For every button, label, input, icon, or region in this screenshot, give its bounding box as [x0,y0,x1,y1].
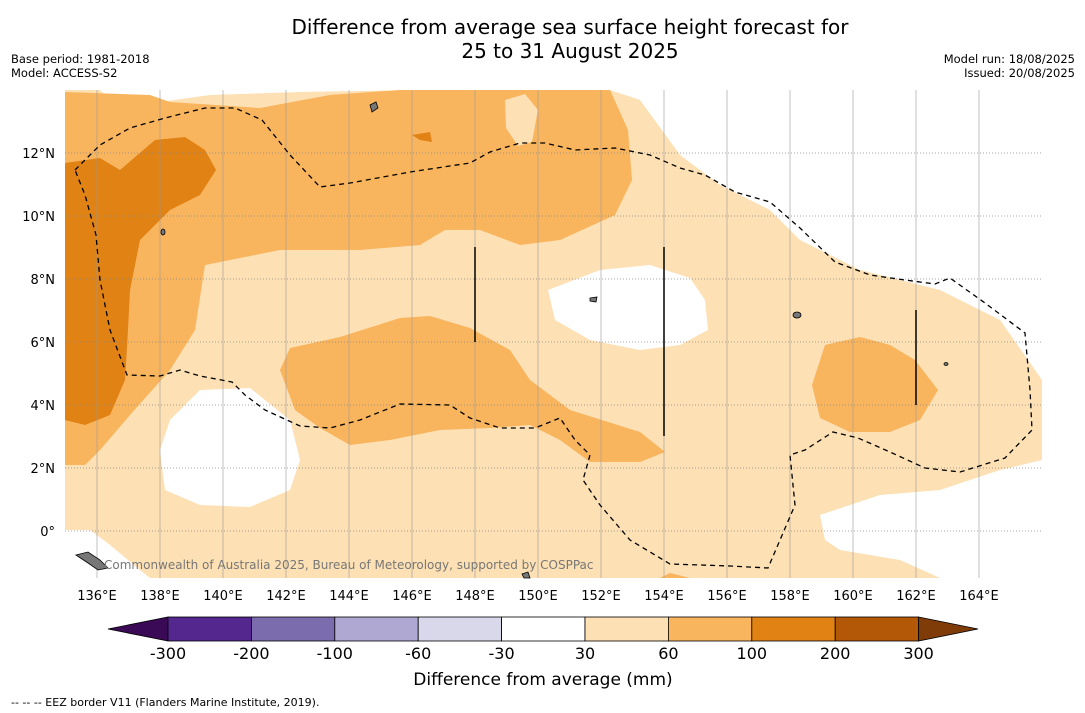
issued-label: Issued: 20/08/2025 [964,66,1075,80]
lon-label-152e: 152°E [581,589,621,604]
model-run-label: Model run: 18/08/2025 [943,52,1075,66]
colorbar-segment [167,616,252,642]
colorbar-label: 60 [658,644,678,663]
colorbar-label: -60 [405,644,431,663]
colorbar: -300 -200 -100 -60 -30 30 60 100 200 300… [107,616,979,690]
colorbar-label: 200 [820,644,851,663]
map-title-line2: 25 to 31 August 2025 [461,39,679,63]
base-period-label: Base period: 1981-2018 [11,52,150,66]
lon-label-142e: 142°E [266,589,306,604]
fill-white-northeast [610,90,1042,380]
colorbar-segment [751,616,836,642]
fill-60-100-south [660,573,690,578]
lon-label-162e: 162°E [896,589,936,604]
lon-label-146e: 146°E [392,589,432,604]
colorbar-label: 30 [575,644,595,663]
lat-label-10n: 10°N [22,210,55,225]
fill-30-60-pocket [505,94,538,146]
lon-label-140e: 140°E [203,589,243,604]
map-title-line1: Difference from average sea surface heig… [291,15,849,39]
map-fill-layers [65,90,1042,578]
lat-label-2n: 2°N [31,462,56,477]
colorbar-segment [501,616,586,642]
lat-label-0: 0° [40,525,55,540]
fill-white-southeast [820,460,1042,578]
colorbar-segment [584,616,669,642]
colorbar-left-arrow [107,616,169,642]
colorbar-segment [250,616,336,642]
lon-label-138e: 138°E [140,589,180,604]
lat-label-4n: 4°N [31,399,56,414]
lon-label-154e: 154°E [644,589,684,604]
copyright-text: Commonwealth of Australia 2025, Bureau o… [104,558,594,572]
lon-label-160e: 160°E [833,589,873,604]
colorbar-segment [834,616,920,642]
colorbar-label: -200 [233,644,269,663]
colorbar-label: -300 [150,644,186,663]
model-label: Model: ACCESS-S2 [11,66,118,80]
colorbar-label: -30 [489,644,515,663]
colorbar-title: Difference from average (mm) [413,670,672,690]
fill-60-100-east [812,337,938,432]
lon-label-164e: 164°E [959,589,999,604]
colorbar-segment [668,616,753,642]
fill-white-southwest [65,530,150,578]
lon-label-136e: 136°E [77,589,117,604]
lat-label-12n: 12°N [22,147,55,162]
lat-gridlines [65,152,1042,532]
colorbar-segment [417,616,503,642]
lat-label-8n: 8°N [31,273,56,288]
eez-segments [474,247,917,436]
lon-label-158e: 158°E [770,589,810,604]
fill-100-200-small [412,132,432,142]
colorbar-right-arrow [918,616,979,642]
lon-label-150e: 150°E [518,589,558,604]
colorbar-label: 300 [903,644,934,663]
fill-white-central [548,265,708,350]
colorbar-label: 100 [737,644,768,663]
fill-100-200-west [65,137,216,425]
lon-labels: 136°E 138°E 140°E 142°E 144°E 146°E 148°… [77,589,999,604]
lon-label-156e: 156°E [707,589,747,604]
eez-footnote: -- -- -- EEZ border V11 (Flanders Marine… [11,696,319,709]
fill-60-100-central [280,316,665,462]
eez-border [74,107,1033,569]
colorbar-label: -100 [317,644,353,663]
lon-label-148e: 148°E [455,589,495,604]
colorbar-segment [334,616,419,642]
fill-white-west [160,388,300,507]
lat-label-6n: 6°N [31,336,56,351]
lon-label-144e: 144°E [329,589,369,604]
islands [75,101,949,579]
lat-labels: 12°N 10°N 8°N 6°N 4°N 2°N 0° [22,147,55,540]
